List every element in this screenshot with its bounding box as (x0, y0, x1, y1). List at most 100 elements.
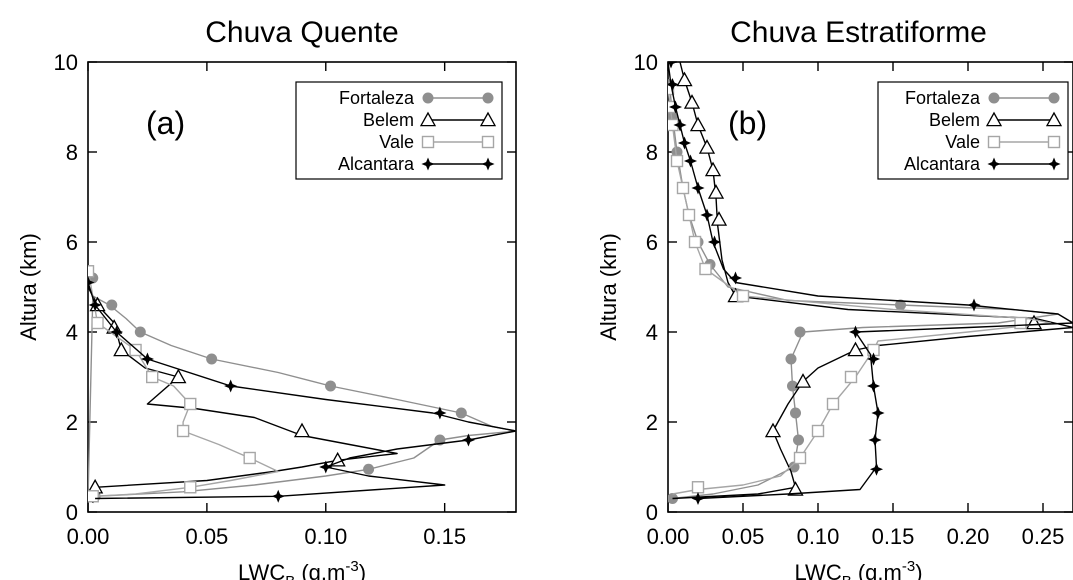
panel-label: (b) (728, 105, 767, 141)
legend-label: Vale (945, 132, 980, 152)
y-tick-label: 10 (634, 50, 658, 75)
legend-label: Alcantara (904, 154, 981, 174)
x-axis-label-main: LWC (794, 560, 841, 580)
data-point (668, 62, 678, 69)
data-point (91, 316, 104, 330)
x-axis-label-main: LWC (238, 560, 285, 580)
legend-marker (988, 92, 1000, 104)
x-axis-label-units: (g.m (295, 560, 345, 580)
data-point (145, 370, 159, 384)
y-tick-label: 2 (646, 410, 658, 435)
series-belem (88, 286, 398, 504)
x-axis-label-subscript: B (842, 573, 852, 580)
data-point (689, 116, 707, 132)
x-tick-label: 0.20 (947, 524, 990, 549)
data-point (325, 380, 337, 392)
chart-title: Chuva Estratiforme (730, 16, 987, 49)
data-point (794, 326, 806, 338)
y-tick-label: 6 (66, 230, 78, 255)
data-point (140, 352, 154, 366)
data-point (455, 407, 467, 419)
data-point (787, 380, 798, 392)
data-point (224, 379, 238, 393)
data-point (699, 262, 712, 276)
plot-area (668, 62, 1073, 506)
x-axis-label: LWCB (g.m-3) (238, 558, 366, 580)
data-point (682, 208, 696, 222)
legend-entry: Fortaleza (905, 88, 1060, 108)
data-point (106, 299, 118, 311)
legend-marker (1048, 92, 1060, 104)
legend-marker (482, 92, 494, 104)
data-point (847, 341, 864, 357)
panel-b: 0.00 0.05 0.10 0.15 0.20 0.25 0 2 4 6 8 10 Chuva Est… (596, 16, 1073, 580)
legend-marker (1045, 111, 1063, 127)
y-tick-label: 8 (66, 140, 78, 165)
data-point (866, 379, 881, 393)
series-line (88, 282, 516, 500)
legend-marker (421, 157, 435, 171)
data-point (707, 235, 722, 249)
x-axis-label-close: ) (359, 560, 366, 580)
data-point (363, 463, 375, 475)
data-point (869, 462, 884, 476)
data-point (677, 136, 692, 150)
legend-entry: Alcantara (338, 154, 495, 174)
y-tick-label: 0 (66, 500, 78, 525)
chart-title: Chuva Quente (205, 16, 398, 49)
data-point (691, 481, 705, 494)
data-point (826, 397, 840, 411)
data-point (676, 181, 690, 195)
data-point (698, 139, 716, 154)
data-point (785, 353, 797, 365)
data-point (790, 407, 801, 419)
data-point (688, 235, 702, 249)
data-point (691, 181, 705, 195)
legend-label: Fortaleza (339, 88, 415, 108)
data-point (866, 352, 881, 366)
x-tick-label: 0.05 (722, 524, 765, 549)
y-tick-label: 0 (646, 500, 658, 525)
data-point (184, 481, 197, 494)
legend-entry: Belem (363, 110, 497, 130)
data-point (88, 298, 102, 312)
data-point (319, 460, 333, 474)
y-tick-label: 2 (66, 410, 78, 435)
data-point (793, 451, 807, 465)
x-axis-label-subscript: B (285, 573, 295, 580)
plot-frame (667, 61, 1073, 513)
data-point (668, 77, 680, 92)
y-axis-label: Altura (km) (596, 233, 621, 341)
legend-label: Belem (929, 110, 980, 130)
x-axis-label-close: ) (915, 560, 922, 580)
legend-marker (419, 111, 437, 127)
data-point (176, 424, 190, 438)
series-alcantara (668, 62, 1073, 506)
x-tick-label: 0.00 (647, 524, 690, 549)
legend-marker (421, 135, 435, 149)
data-point (670, 154, 684, 168)
data-point (895, 299, 906, 311)
data-point (184, 397, 197, 411)
x-tick-label: 0.15 (423, 524, 466, 549)
data-point (243, 451, 256, 465)
data-point (673, 118, 687, 132)
data-point (683, 154, 698, 168)
data-point (811, 424, 825, 438)
plot-area (88, 265, 516, 504)
y-tick-label: 10 (54, 50, 78, 75)
legend-label: Belem (363, 110, 414, 130)
data-point (134, 326, 146, 338)
legend-marker (479, 111, 497, 127)
data-point (707, 184, 725, 199)
data-point (710, 211, 728, 226)
data-point (113, 341, 130, 357)
data-point (794, 373, 812, 388)
data-point (433, 406, 447, 420)
data-point (676, 71, 693, 87)
x-axis-label-superscript: -3 (345, 558, 358, 575)
data-point (129, 343, 142, 357)
